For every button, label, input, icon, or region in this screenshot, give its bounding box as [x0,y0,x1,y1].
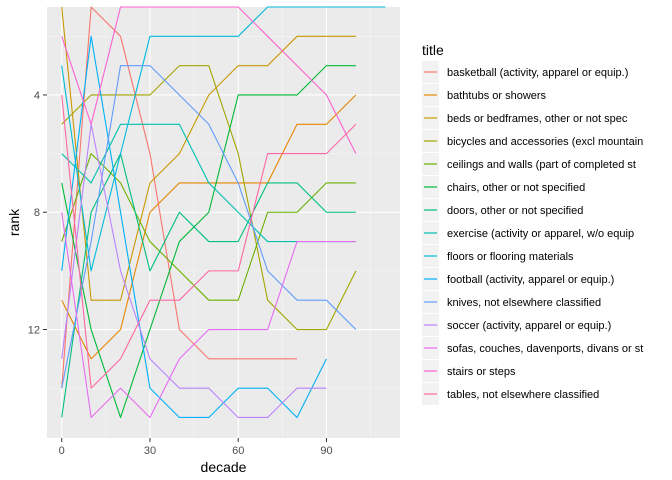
y-tick-label: 12 [28,325,40,337]
legend-label: soccer (activity, apparel or equip.) [447,320,611,332]
series-line [61,212,356,419]
series-line [61,123,327,419]
legend-label: bathtubs or showers [447,90,547,102]
series-line [61,6,298,389]
plot-panel [47,7,400,438]
series-lines [61,6,386,419]
y-axis-title: rank [6,208,22,236]
legend-label: football (activity, apparel or equip.) [447,274,614,286]
legend-label: floors or flooring materials [447,251,574,263]
legend-label: doors, other or not specified [447,205,583,217]
y-tick-label: 8 [34,207,40,219]
x-axis-title: decade [201,459,247,475]
legend-label: knives, not elsewhere classified [447,297,601,309]
legend: title basketball (activity, apparel or e… [422,42,643,405]
series-line [61,6,356,301]
x-axis: 0 30 60 90 [59,438,333,457]
series-line [61,153,356,418]
series-line [61,65,357,389]
legend-label: beds or bedframes, other or not spec [447,113,628,125]
legend-label: tables, not elsewhere classified [447,389,599,401]
legend-label: exercise (activity or apparel, w/o equip [447,228,634,240]
legend-label: chairs, other or not specified [447,182,585,194]
series-line [61,94,357,389]
legend-label: ceilings and walls (part of completed st [447,159,636,171]
legend-label: bicycles and accessories (excl mountain [447,136,643,148]
x-tick-label: 60 [232,445,244,457]
y-tick-label: 4 [34,90,40,102]
series-line [61,6,386,272]
x-tick-label: 0 [59,445,65,457]
x-tick-label: 30 [144,445,156,457]
x-tick-label: 90 [320,445,332,457]
legend-label: basketball (activity, apparel or equip.) [447,67,628,79]
series-line [61,65,356,419]
legend-items: basketball (activity, apparel or equip.)… [422,61,643,405]
series-line [61,65,357,331]
series-line [61,6,357,154]
legend-title: title [422,42,444,58]
y-axis: 4 8 12 [28,90,47,337]
legend-label: sofas, couches, davenports, divans or st [447,343,643,355]
legend-label: stairs or steps [447,366,516,378]
